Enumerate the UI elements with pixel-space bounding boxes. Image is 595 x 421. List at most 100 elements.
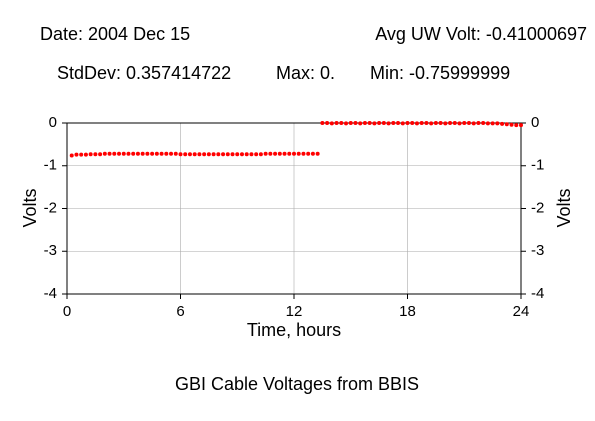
- point: [211, 152, 216, 157]
- point: [239, 152, 244, 157]
- x-tick-label: 24: [513, 303, 530, 320]
- point: [301, 151, 306, 156]
- point: [121, 151, 126, 156]
- point: [221, 152, 226, 157]
- point: [500, 121, 505, 126]
- x-tick-label: 0: [63, 303, 71, 320]
- point: [206, 152, 211, 157]
- point: [282, 151, 287, 156]
- y2-axis-label: Volts: [554, 188, 574, 227]
- point: [74, 152, 79, 157]
- point: [433, 121, 438, 125]
- point: [476, 121, 481, 125]
- point: [83, 152, 88, 157]
- y-tick-label: -1: [44, 157, 57, 174]
- point: [69, 153, 74, 158]
- plot-frame: [66, 122, 522, 295]
- point: [107, 151, 112, 156]
- point: [391, 121, 396, 125]
- point: [88, 152, 93, 157]
- point: [164, 151, 169, 156]
- point: [438, 121, 443, 125]
- point: [192, 152, 197, 157]
- point: [325, 121, 330, 125]
- point: [381, 121, 386, 125]
- point: [277, 151, 282, 156]
- point: [400, 121, 405, 126]
- x-tick-label: 12: [286, 303, 303, 320]
- point: [225, 152, 230, 157]
- point: [410, 121, 415, 125]
- point: [306, 151, 311, 156]
- point: [183, 152, 188, 157]
- point: [202, 152, 207, 157]
- point: [466, 121, 471, 125]
- point: [519, 123, 523, 128]
- point: [135, 151, 140, 156]
- point: [419, 121, 424, 125]
- point: [296, 151, 301, 156]
- point: [315, 151, 320, 156]
- point: [372, 121, 377, 126]
- point: [424, 121, 429, 125]
- point: [414, 121, 419, 126]
- point: [197, 152, 202, 157]
- point: [339, 121, 344, 125]
- point: [117, 151, 122, 156]
- point: [396, 121, 401, 125]
- point: [462, 121, 467, 125]
- point: [102, 151, 107, 156]
- point: [230, 152, 235, 157]
- point: [254, 152, 259, 157]
- chart-title: GBI Cable Voltages from BBIS: [175, 374, 419, 394]
- point: [504, 122, 509, 127]
- stddev: StdDev: 0.357414722: [57, 63, 231, 83]
- point: [169, 151, 174, 156]
- y2-tick-label: 0: [531, 114, 539, 131]
- y-tick-label: -4: [44, 285, 57, 302]
- point: [367, 121, 372, 125]
- x-tick-label: 18: [399, 303, 416, 320]
- point: [334, 121, 339, 125]
- point: [93, 152, 98, 157]
- point: [514, 123, 519, 128]
- point: [344, 121, 349, 126]
- point: [187, 152, 192, 157]
- point: [310, 151, 315, 156]
- point: [320, 121, 325, 125]
- point: [348, 121, 353, 125]
- point: [216, 152, 221, 157]
- point: [159, 151, 164, 156]
- point: [358, 121, 363, 126]
- date: Date: 2004 Dec 15: [40, 24, 190, 44]
- point: [178, 152, 183, 157]
- min: Min: -0.75999999: [370, 63, 510, 83]
- point: [471, 121, 476, 126]
- point: [140, 151, 145, 156]
- point: [150, 151, 155, 156]
- point: [490, 121, 495, 126]
- y-tick-label: -3: [44, 242, 57, 259]
- point: [131, 151, 136, 156]
- point: [154, 151, 159, 156]
- point: [244, 152, 249, 157]
- avg: Avg UW Volt: -0.41000697: [375, 24, 587, 44]
- point: [329, 121, 334, 126]
- point: [79, 152, 84, 157]
- point: [353, 121, 358, 125]
- y2-tick-label: -4: [531, 285, 544, 302]
- point: [481, 121, 486, 125]
- y-tick-label: -2: [44, 199, 57, 216]
- point: [452, 121, 457, 125]
- point: [377, 121, 382, 125]
- y2-tick-label: -3: [531, 242, 544, 259]
- y2-tick-label: -1: [531, 157, 544, 174]
- point: [235, 152, 240, 157]
- point: [448, 121, 453, 125]
- point: [112, 151, 117, 156]
- x-axis-label: Time, hours: [247, 320, 341, 340]
- point: [98, 152, 103, 157]
- point: [509, 122, 514, 127]
- x-tick-label: 6: [176, 303, 184, 320]
